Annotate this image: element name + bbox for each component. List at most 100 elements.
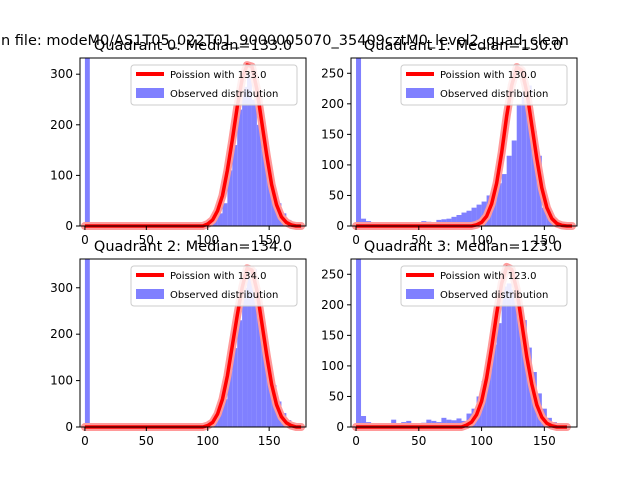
axes-frame <box>350 57 578 227</box>
y-axis: 0 100 200 300 <box>50 281 80 434</box>
y-tick-label: 100 <box>50 374 73 388</box>
histogram-bar <box>506 155 512 226</box>
histogram-bar <box>516 103 522 226</box>
histogram-bar <box>217 213 223 226</box>
histogram-bar <box>247 273 252 427</box>
legend: Poission with 134.0 Observed distributio… <box>130 265 298 307</box>
x-tick-label: 0 <box>81 233 89 247</box>
histogram-bar <box>247 74 252 226</box>
x-tick-label: 100 <box>470 233 493 247</box>
y-tick-label: 0 <box>336 420 344 434</box>
histogram-bar <box>237 109 243 226</box>
histogram-bar <box>261 150 267 226</box>
subplot-title: Quadrant 3: Median=123.0 <box>364 239 562 255</box>
legend-hist-label: Observed distribution <box>170 290 278 301</box>
histogram-bar <box>84 58 90 226</box>
histogram-bar <box>232 145 238 226</box>
y-tick-label: 50 <box>329 188 344 202</box>
y-tick-label: 0 <box>65 420 73 434</box>
histogram-bar <box>361 416 367 427</box>
axes-frame <box>350 258 578 428</box>
x-tick-label: 100 <box>196 233 219 247</box>
y-tick-label: 200 <box>50 118 73 132</box>
figure-suptitle: n file: modeM0/AS1T05_022T01_9000005070_… <box>1 33 569 49</box>
histogram-bar <box>251 99 257 226</box>
subplot-quadrant-1: Quadrant 1: Median=130.0 0 50 100 150 0 50 10… <box>321 38 578 247</box>
histogram-bar <box>506 283 512 427</box>
histogram-bar <box>441 417 447 427</box>
y-tick-label: 50 <box>329 389 344 403</box>
y-tick-label: 300 <box>50 67 73 81</box>
subplot-title: Quadrant 1: Median=130.0 <box>364 38 562 54</box>
histogram-bar <box>222 399 228 427</box>
histogram-bar <box>501 174 507 226</box>
legend-hist-swatch <box>136 88 164 98</box>
histogram-bar <box>227 170 233 226</box>
histogram-bar <box>461 212 467 226</box>
legend-poisson-label: Poission with 134.0 <box>170 271 266 282</box>
y-tick-label: 100 <box>321 359 344 373</box>
x-axis: 0 50 100 150 <box>81 226 281 247</box>
x-tick-label: 50 <box>139 434 154 448</box>
histogram-bar <box>456 418 462 427</box>
histogram-bar <box>84 259 90 427</box>
histogram-bar <box>521 91 527 226</box>
legend: Poission with 133.0 Observed distributio… <box>130 64 298 106</box>
x-axis: 0 50 100 150 <box>81 427 281 448</box>
legend-frame <box>400 64 568 106</box>
histogram-bar <box>237 320 243 427</box>
legend-poisson-label: Poission with 130.0 <box>440 70 536 81</box>
histogram-bar <box>242 287 248 427</box>
y-tick-label: 200 <box>321 97 344 111</box>
y-axis: 0 100 200 300 <box>50 67 80 233</box>
histogram-bar <box>486 359 492 427</box>
histogram-bar <box>541 207 547 226</box>
histogram-bar <box>356 58 362 226</box>
histogram-bar <box>451 216 457 226</box>
y-axis: 0 50 100 150 200 250 <box>321 267 351 434</box>
histogram-bar <box>217 410 223 427</box>
legend-frame <box>400 265 568 307</box>
histogram-bar <box>531 131 537 226</box>
x-tick-label: 150 <box>533 434 556 448</box>
histogram-bar <box>516 313 522 427</box>
x-tick-label: 50 <box>139 233 154 247</box>
histogram-bar <box>256 124 262 226</box>
histogram-bar <box>471 207 477 226</box>
legend-hist-label: Observed distribution <box>440 290 548 301</box>
x-axis: 0 50 100 150 <box>352 427 556 448</box>
histogram-bar <box>526 85 532 227</box>
x-tick-label: 0 <box>81 434 89 448</box>
legend-poisson-label: Poission with 133.0 <box>170 70 266 81</box>
histogram-bar <box>476 204 482 226</box>
histogram-bar <box>456 215 462 226</box>
x-tick-label: 0 <box>352 233 360 247</box>
histogram-bar <box>256 306 262 427</box>
y-tick-label: 250 <box>321 66 344 80</box>
subplot-quadrant-2: Quadrant 2: Median=134.0 0 50 100 150 0 100 2… <box>50 239 307 448</box>
histogram-bar <box>466 210 472 226</box>
x-tick-label: 50 <box>411 233 426 247</box>
legend-hist-swatch <box>136 289 164 299</box>
histogram-bar <box>496 183 502 226</box>
y-tick-label: 200 <box>321 298 344 312</box>
x-tick-label: 150 <box>533 233 556 247</box>
axes-frame <box>79 57 307 227</box>
histogram-bar <box>266 362 272 427</box>
y-tick-label: 150 <box>321 328 344 342</box>
x-axis: 0 50 100 150 <box>352 226 556 247</box>
y-tick-label: 150 <box>321 127 344 141</box>
x-tick-label: 50 <box>411 434 426 448</box>
histogram-bar <box>501 286 507 427</box>
legend-hist-label: Observed distribution <box>440 89 548 100</box>
subplot-quadrant-0: Quadrant 0: Median=133.0 0 50 100 150 0 100 2… <box>50 38 307 247</box>
legend: Poission with 123.0 Observed distributio… <box>400 265 568 307</box>
x-tick-label: 150 <box>258 434 281 448</box>
histogram-bar <box>251 269 257 427</box>
y-tick-label: 200 <box>50 327 73 341</box>
x-tick-label: 150 <box>258 233 281 247</box>
subplot-title: Quadrant 2: Median=134.0 <box>94 239 292 255</box>
histogram-bar <box>521 320 527 427</box>
histogram-bar <box>242 86 248 226</box>
